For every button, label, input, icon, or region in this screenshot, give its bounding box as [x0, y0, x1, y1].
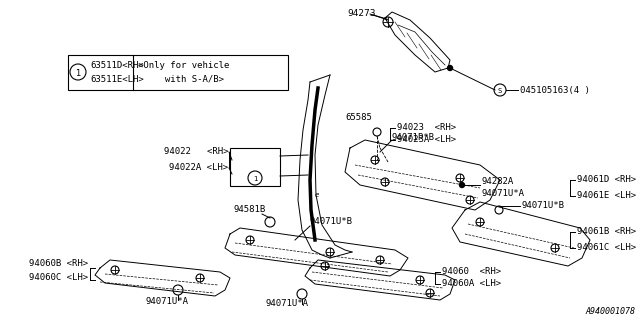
Text: 63511E<LH>: 63511E<LH>: [90, 75, 144, 84]
Text: 94071U*A: 94071U*A: [145, 298, 188, 307]
Text: A940001078: A940001078: [585, 307, 635, 316]
Text: 94071U*B: 94071U*B: [310, 218, 353, 227]
Circle shape: [447, 66, 452, 70]
Text: 94581B: 94581B: [234, 205, 266, 214]
Text: 1: 1: [253, 176, 257, 182]
Text: 94060A <LH>: 94060A <LH>: [442, 279, 501, 289]
Text: 94060C <LH>: 94060C <LH>: [29, 274, 88, 283]
Text: 94273: 94273: [347, 9, 376, 18]
Text: 94023A <LH>: 94023A <LH>: [397, 135, 456, 145]
Text: 94023  <RH>: 94023 <RH>: [397, 124, 456, 132]
Text: <Only for vehicle: <Only for vehicle: [138, 60, 229, 69]
Text: 045105163(4 ): 045105163(4 ): [520, 86, 590, 95]
Text: 94282A: 94282A: [482, 177, 515, 186]
Text: 94071U*A: 94071U*A: [265, 300, 308, 308]
Text: 1: 1: [76, 68, 81, 77]
Bar: [230, 148, 280, 186]
Text: 94061B <RH>: 94061B <RH>: [577, 228, 636, 236]
Circle shape: [460, 182, 465, 188]
Text: 94071P*B: 94071P*B: [392, 133, 435, 142]
Bar: [68, 55, 288, 90]
Text: 94071U*B: 94071U*B: [522, 202, 565, 211]
Text: 94022   <RH>: 94022 <RH>: [163, 148, 228, 156]
Text: 94061D <RH>: 94061D <RH>: [577, 175, 636, 185]
Text: 94022A <LH>: 94022A <LH>: [169, 164, 228, 172]
Text: with S-A/B>: with S-A/B>: [138, 75, 224, 84]
Text: 94060B <RH>: 94060B <RH>: [29, 260, 88, 268]
Text: 65585: 65585: [345, 114, 372, 123]
Text: 94071U*A: 94071U*A: [482, 189, 525, 198]
Text: S: S: [498, 88, 502, 94]
Text: 94061C <LH>: 94061C <LH>: [577, 244, 636, 252]
Text: 63511D<RH>: 63511D<RH>: [90, 60, 144, 69]
Text: 94061E <LH>: 94061E <LH>: [577, 191, 636, 201]
Text: e: e: [315, 192, 319, 198]
Text: 94060  <RH>: 94060 <RH>: [442, 268, 501, 276]
